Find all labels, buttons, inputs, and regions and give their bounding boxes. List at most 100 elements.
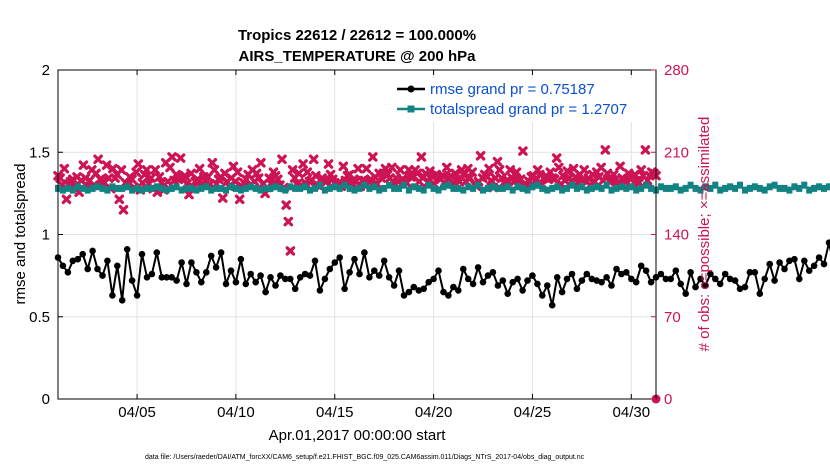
rmse-point <box>810 262 818 270</box>
rmse-point <box>489 269 497 276</box>
totalspread-point <box>178 186 185 194</box>
rmse-point <box>420 285 428 293</box>
totalspread-point <box>316 181 323 189</box>
rmse-point <box>464 275 472 283</box>
totalspread-point <box>228 183 234 191</box>
obs-assimilated-point <box>209 165 220 175</box>
rmse-point <box>227 267 235 275</box>
rmse-point <box>608 282 615 289</box>
y-tick-label-left: 2 <box>42 62 50 79</box>
totalspread-point <box>74 183 81 191</box>
obs-assimilated-point <box>175 153 186 163</box>
totalspread-point <box>791 183 798 191</box>
rmse-point <box>736 285 744 293</box>
obs-assimilated-point <box>59 163 70 174</box>
rmse-point <box>262 288 269 296</box>
totalspread-point <box>326 184 333 192</box>
rmse-point <box>153 249 161 256</box>
totalspread-point <box>430 184 437 192</box>
totalspread-point <box>242 184 249 192</box>
chart-title-line1: Tropics 22612 / 22612 = 100.000% <box>238 27 476 44</box>
x-axis-label: Apr.01,2017 00:00:00 start <box>269 427 447 444</box>
rmse-point <box>341 285 348 293</box>
rmse-point <box>716 280 724 288</box>
rmse-point <box>583 270 591 278</box>
obs-assimilated-point <box>207 158 218 168</box>
totalspread-point <box>341 181 348 189</box>
totalspread-point <box>124 183 131 191</box>
totalspread-point <box>811 184 818 192</box>
totalspread-point <box>751 183 758 191</box>
obs-assimilated-point <box>518 146 528 156</box>
totalspread-point <box>188 184 195 192</box>
rmse-point <box>801 257 808 265</box>
obs-assimilated-point <box>101 160 112 170</box>
rmse-point <box>173 277 180 284</box>
rmse-point <box>188 259 195 266</box>
totalspread-point <box>203 183 210 191</box>
obs-assimilated-point <box>615 161 625 172</box>
totalspread-point <box>267 184 274 192</box>
rmse-point <box>123 246 131 253</box>
rmse-point <box>445 292 452 299</box>
totalspread-point <box>578 183 585 191</box>
rmse-point <box>148 270 156 278</box>
obs-assimilated-point <box>150 165 160 175</box>
totalspread-point <box>672 183 679 191</box>
totalspread-point <box>287 183 294 191</box>
totalspread-point <box>237 186 244 194</box>
rmse-point <box>183 280 190 288</box>
rmse-point <box>430 275 437 283</box>
rmse-point <box>815 254 823 261</box>
rmse-point <box>707 270 714 278</box>
rmse-point <box>697 275 704 283</box>
totalspread-point <box>702 183 709 191</box>
rmse-point <box>548 301 556 309</box>
rmse-point <box>628 275 635 283</box>
obs-assimilated-point <box>412 168 422 179</box>
rmse-point <box>558 288 566 296</box>
x-tick-label: 04/30 <box>613 404 651 421</box>
totalspread-point <box>539 184 546 192</box>
totalspread-point <box>405 186 412 194</box>
obs-assimilated-point <box>141 165 152 175</box>
rmse-point <box>529 272 536 279</box>
totalspread-point <box>391 184 398 192</box>
rmse-point <box>321 275 329 283</box>
totalspread-point <box>351 186 358 194</box>
rmse-point <box>405 288 413 296</box>
rmse-point <box>257 272 264 279</box>
totalspread-point <box>821 184 827 192</box>
obs-assimilated-point <box>511 167 522 177</box>
totalspread-point <box>623 184 630 192</box>
rmse-point <box>118 297 126 304</box>
totalspread-point <box>707 184 714 192</box>
totalspread-point <box>559 186 566 194</box>
rmse-point <box>222 280 230 288</box>
totalspread-point <box>761 186 768 194</box>
totalspread-point <box>346 184 353 192</box>
totalspread-point <box>89 184 96 192</box>
obs-assimilated-point <box>93 154 103 165</box>
rmse-point <box>217 249 225 256</box>
rmse-point <box>637 262 645 270</box>
totalspread-point <box>455 184 462 192</box>
rmse-point <box>163 274 170 281</box>
totalspread-point <box>573 184 580 192</box>
x-tick-label: 04/20 <box>415 404 453 421</box>
x-tick-label: 04/15 <box>316 404 354 421</box>
rmse-point <box>687 269 694 276</box>
obs-assimilated-point <box>551 153 562 163</box>
totalspread-point <box>356 184 363 192</box>
obs-assimilated-point <box>475 151 486 161</box>
rmse-point <box>138 250 146 258</box>
rmse-series <box>54 239 830 309</box>
rmse-point <box>524 277 531 284</box>
rmse-point <box>128 277 136 284</box>
totalspread-point <box>618 183 625 191</box>
rmse-point <box>796 275 803 283</box>
rmse-point <box>672 267 680 275</box>
obs-assimilated-point <box>467 167 477 177</box>
totalspread-point <box>218 184 225 192</box>
totalspread-point <box>381 184 388 192</box>
